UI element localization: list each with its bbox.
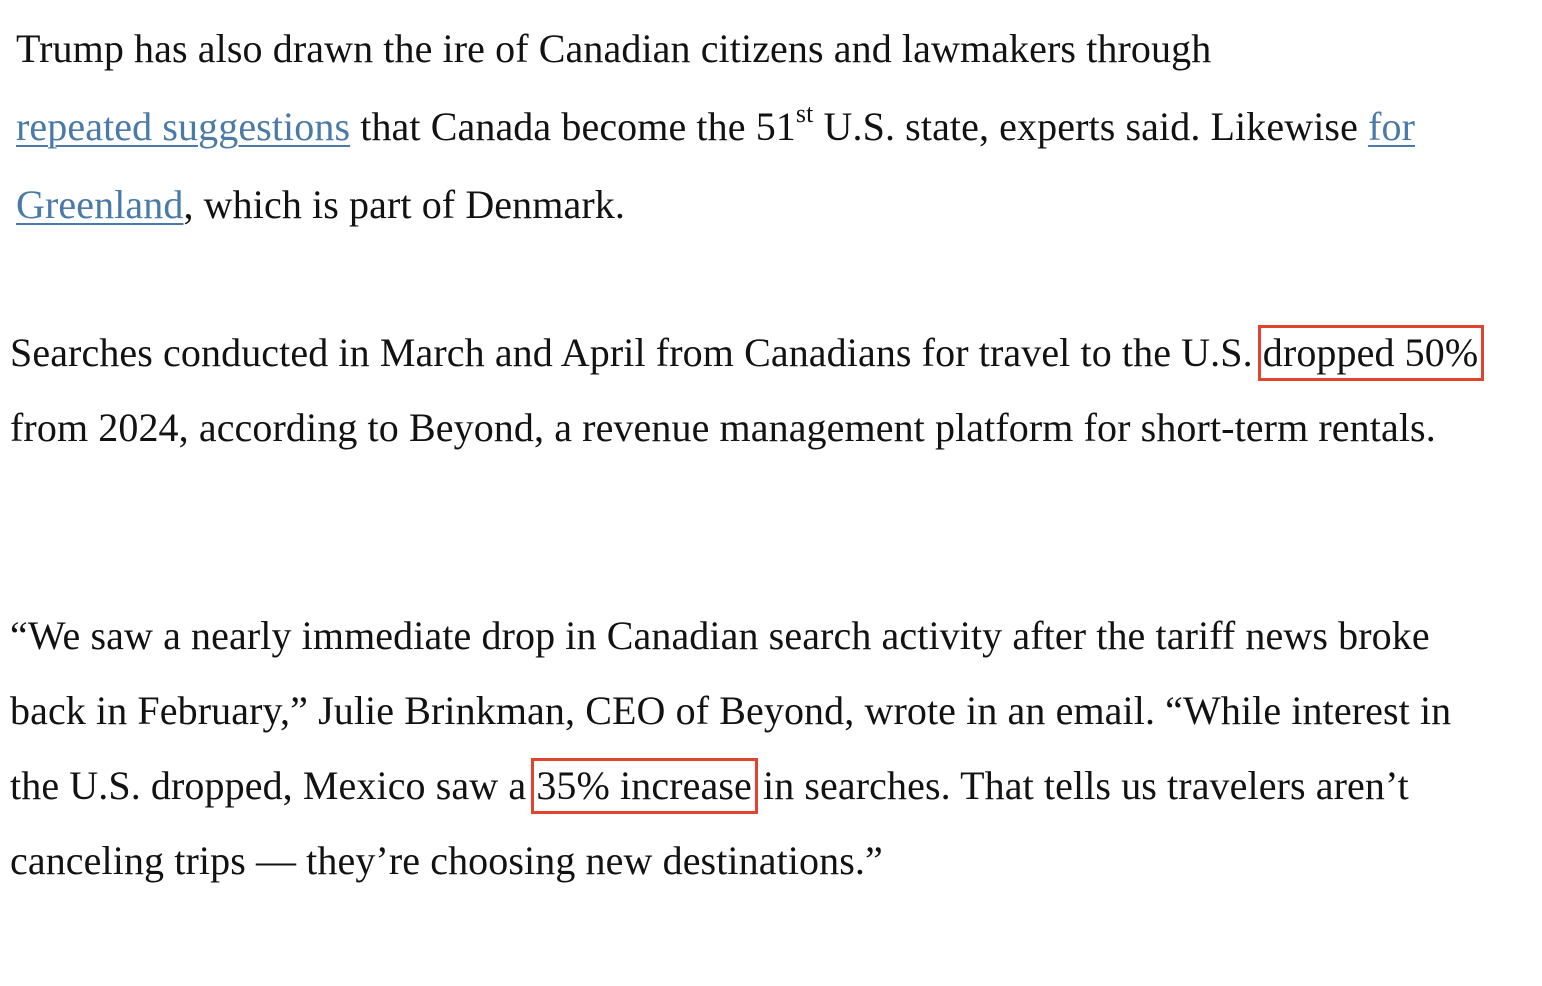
paragraph1-text-2: that Canada become the 51	[350, 104, 796, 149]
for-greenland-link[interactable]: for Greenland	[16, 104, 1416, 227]
highlight-box-dropped-50: dropped 50%	[1257, 325, 1485, 381]
paragraph-searches-dropped: Searches conducted in March and April fr…	[10, 315, 1510, 465]
paragraph3-text-2: in searches. That tells us travelers are…	[10, 763, 1409, 883]
repeated-suggestions-link[interactable]: repeated suggestions	[16, 104, 351, 149]
paragraph1-text-4: , which is part of Denmark.	[183, 182, 625, 227]
paragraph2-text-1: Searches conducted in March and April fr…	[10, 330, 1263, 375]
paragraph1-text-3: U.S. state, experts said. Likewise	[813, 104, 1369, 149]
paragraph2-text-2: from 2024, according to Beyond, a revenu…	[10, 405, 1436, 450]
ordinal-superscript: st	[795, 98, 814, 128]
paragraph-brinkman-quote: “We saw a nearly immediate drop in Canad…	[10, 598, 1510, 898]
paragraph1-text-1: Trump has also drawn the ire of Canadian…	[16, 26, 1212, 71]
paragraph-trump-canada: Trump has also drawn the ire of Canadian…	[16, 10, 1516, 244]
highlight-box-35-increase: 35% increase	[531, 758, 758, 814]
paragraph3-text-1: “We saw a nearly immediate drop in Canad…	[10, 613, 1452, 808]
